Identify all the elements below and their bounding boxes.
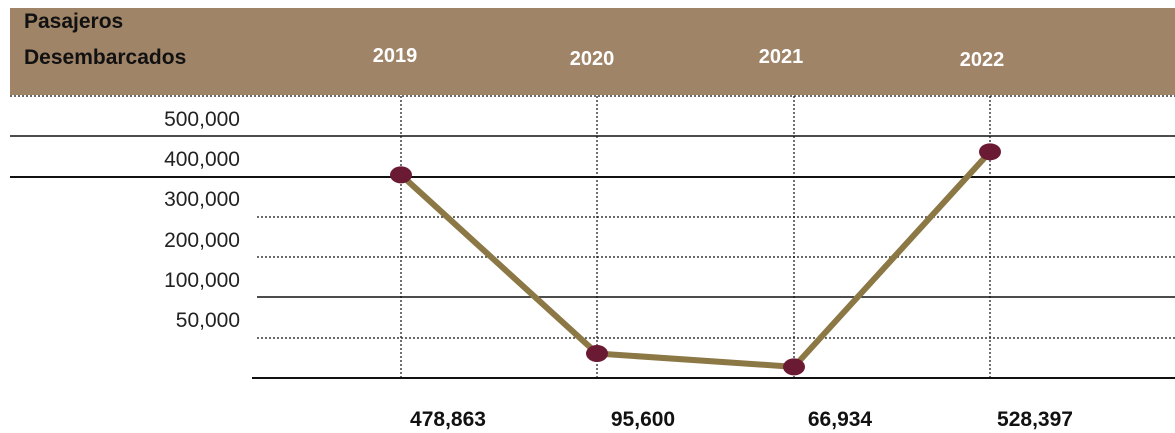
year-label-2019: 2019 [372, 45, 418, 67]
data-label-2022: 528,397 [997, 408, 1073, 431]
chart-title-line2: Desembarcados [24, 46, 187, 69]
data-label-2020: 95,600 [610, 408, 676, 431]
series-line [398, 149, 993, 370]
data-point-2019 [390, 166, 412, 184]
data-label-2019: 478,863 [410, 408, 486, 431]
year-label-2021: 2021 [758, 46, 804, 68]
y-tick-label: 400,000 [164, 148, 240, 171]
y-tick-label: 300,000 [164, 188, 240, 211]
year-label-2022: 2022 [959, 49, 1005, 71]
y-tick-label: 200,000 [164, 229, 240, 252]
header-band: Pasajeros Desembarcados [10, 8, 1175, 95]
data-label-2021: 66,934 [807, 408, 873, 431]
y-tick-label: 50,000 [175, 309, 240, 332]
year-label-2020: 2020 [569, 48, 615, 70]
data-point-2022 [979, 143, 1001, 161]
y-tick-label: 500,000 [164, 108, 240, 131]
chart-title-line1: Pasajeros [24, 10, 124, 33]
data-point-2020 [586, 344, 608, 362]
data-point-2021 [783, 358, 805, 376]
y-tick-label: 100,000 [164, 269, 240, 292]
